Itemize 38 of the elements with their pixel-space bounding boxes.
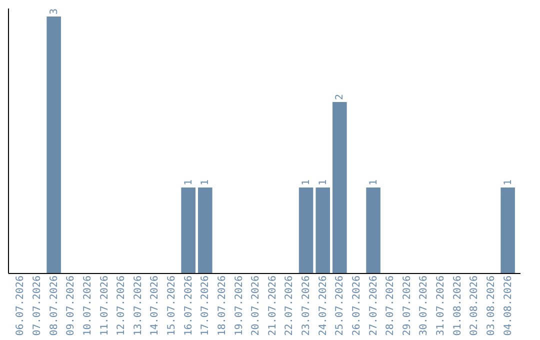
x-tick-label: 15.07.2026 [166,276,178,336]
data-label: 1 [502,179,514,186]
x-tick-label: 14.07.2026 [150,276,161,336]
x-tick-label: 16.07.2026 [183,276,194,336]
x-tick-label: 03.08.2026 [486,276,497,336]
x-tick-label: 12.07.2026 [116,276,128,336]
data-label: 1 [301,179,312,186]
x-tick-label: 04.08.2026 [502,276,514,336]
x-tick-label: 01.08.2026 [452,276,464,336]
x-tick-label: 25.07.2026 [334,276,346,336]
data-label: 1 [318,179,329,186]
data-label: 2 [334,94,346,100]
x-tick-label: 23.07.2026 [301,276,312,336]
x-tick-label: 18.07.2026 [216,276,228,336]
data-label: 1 [200,179,212,186]
x-tick-label: 13.07.2026 [132,276,144,336]
x-tick-label: 24.07.2026 [318,276,329,336]
x-tick-label: 09.07.2026 [66,276,77,336]
x-tick-label: 29.07.2026 [402,276,413,336]
x-tick-label: 31.07.2026 [436,276,447,336]
x-tick-label: 22.07.2026 [284,276,296,336]
x-tick-label: 30.07.2026 [418,276,430,336]
x-tick-label: 10.07.2026 [82,276,94,336]
x-tick-label: 26.07.2026 [351,276,362,336]
x-tick-label: 19.07.2026 [234,276,245,336]
x-tick-label: 27.07.2026 [368,276,380,336]
x-tick-label: 06.07.2026 [15,276,26,336]
x-tick-label: 08.07.2026 [48,276,60,336]
data-label: 1 [183,179,194,186]
data-label: 1 [368,179,380,186]
x-tick-label: 02.08.2026 [469,276,480,336]
x-tick-label: 20.07.2026 [250,276,262,336]
x-tick-label: 17.07.2026 [200,276,212,336]
data-label: 3 [48,8,60,15]
x-tick-label: 11.07.2026 [99,276,110,336]
x-tick-label: 21.07.2026 [267,276,278,336]
x-tick-label: 28.07.2026 [385,276,396,336]
x-tick-label: 07.07.2026 [32,276,44,336]
